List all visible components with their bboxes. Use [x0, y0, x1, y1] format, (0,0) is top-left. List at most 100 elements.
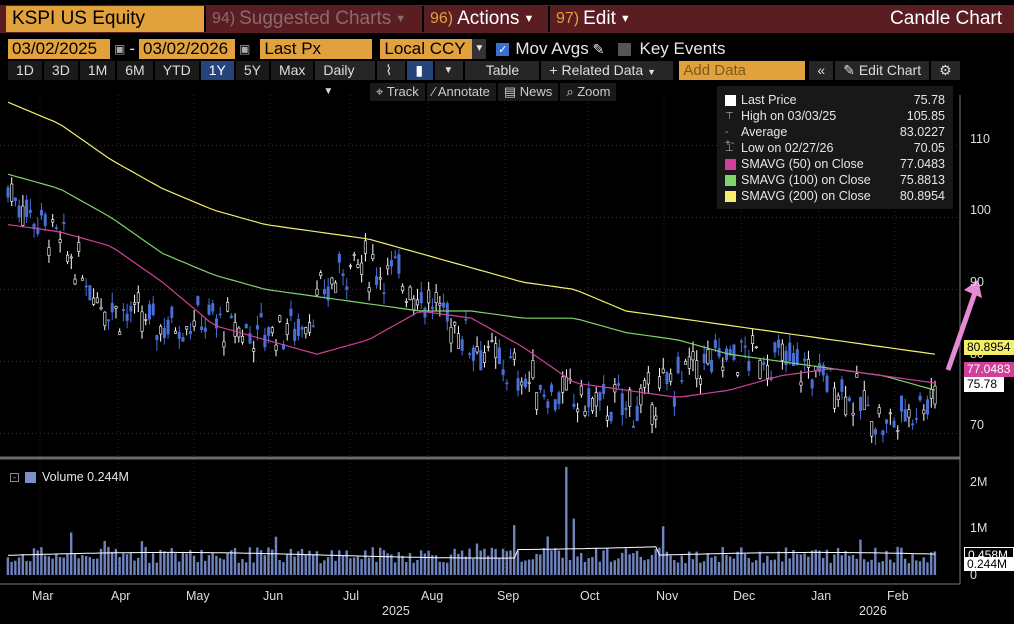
volume-bar — [25, 560, 28, 575]
period-button-1d[interactable]: 1D — [8, 61, 42, 80]
candle-body — [114, 306, 118, 309]
period-button-ytd[interactable]: YTD — [154, 61, 199, 80]
volume-bar — [293, 556, 296, 575]
pencil-icon[interactable]: ✎ — [592, 40, 605, 57]
calendar-icon[interactable]: ▣ — [239, 42, 251, 56]
candle-body — [832, 387, 836, 409]
ticker-field[interactable]: KSPI US Equity — [6, 6, 204, 32]
volume-bar — [282, 562, 285, 575]
legend-row[interactable]: -+- Average 83.0227 — [725, 124, 945, 149]
volume-bar — [553, 548, 557, 575]
candle-body — [918, 395, 922, 401]
candle-body — [200, 326, 204, 330]
mov-avgs-label: Mov Avgs — [515, 39, 589, 58]
candle-body — [218, 313, 222, 316]
year-label: 2026 — [859, 604, 887, 618]
candle-body — [579, 385, 583, 396]
collapse-icon[interactable]: - — [10, 472, 19, 482]
candle-body — [639, 387, 643, 406]
field-select[interactable]: Last Px — [260, 39, 373, 59]
volume-bar — [866, 561, 870, 575]
candle-body — [77, 242, 81, 252]
volume-bar — [457, 553, 460, 575]
start-date-input[interactable]: 03/02/2025 — [8, 39, 110, 59]
line-chart-icon[interactable]: ⌇ — [377, 61, 406, 80]
candle-body — [803, 358, 807, 362]
volume-legend[interactable]: - Volume 0.244M — [10, 470, 129, 484]
candle-body — [408, 286, 412, 301]
edit-chart-label: Edit Chart — [858, 62, 922, 78]
annotate-button[interactable]: ∕ Annotate — [426, 83, 496, 101]
period-button-3d[interactable]: 3D — [43, 61, 78, 80]
chevron-down-icon[interactable]: ▼ — [435, 61, 464, 80]
volume-bar — [758, 551, 762, 575]
candle-body — [360, 262, 364, 275]
currency-select[interactable]: Local CCY — [380, 39, 473, 59]
legend-row[interactable]: ⊤ High on 03/03/25 105.85 — [725, 108, 945, 124]
zoom-button[interactable]: ⌕ Zoom — [560, 83, 617, 101]
period-button-1y[interactable]: 1Y — [200, 61, 234, 80]
volume-bar — [96, 558, 99, 575]
actions-label: Actions — [457, 8, 520, 29]
candle-body — [129, 305, 133, 312]
track-button[interactable]: ⌖ Track — [370, 83, 425, 101]
period-button-1m[interactable]: 1M — [79, 61, 116, 80]
period-button-5y[interactable]: 5Y — [235, 61, 269, 80]
related-data-button[interactable]: + Related Data ▼ — [541, 61, 674, 80]
date-separator: - — [129, 39, 136, 58]
sma-line — [7, 173, 936, 391]
news-button[interactable]: ▤ News — [497, 83, 559, 101]
month-label: Jul — [343, 589, 359, 603]
candle-chart-icon[interactable]: ▮ — [407, 61, 434, 80]
legend-row[interactable]: SMAVG (200) on Close 80.8954 — [725, 188, 945, 204]
volume-bar — [151, 553, 155, 575]
mov-avgs-checkbox[interactable]: ✓ — [496, 42, 510, 56]
volume-bar — [565, 466, 568, 575]
candle-body — [226, 301, 230, 312]
legend-row[interactable]: SMAVG (100) on Close 75.8813 — [725, 172, 945, 188]
chart-legend[interactable]: Last Price 75.78 ⊤ High on 03/03/25 105.85 -+… — [717, 86, 953, 209]
candle-body — [505, 382, 509, 385]
volume-bar — [263, 555, 266, 575]
legend-row[interactable]: Last Price 75.78 — [725, 92, 945, 108]
edit-button[interactable]: 97) Edit ▼ — [548, 6, 636, 32]
period-button-max[interactable]: Max — [270, 61, 314, 80]
candle-body — [25, 199, 29, 217]
candle-body — [151, 303, 155, 315]
sma-line — [7, 224, 936, 398]
frequency-select[interactable]: Daily ▼ — [315, 61, 376, 97]
candle-body — [851, 412, 855, 416]
candle-body — [423, 307, 427, 318]
candle-body — [233, 322, 237, 337]
edit-chart-button[interactable]: ✎ Edit Chart — [835, 61, 930, 80]
volume-bar — [714, 556, 717, 575]
table-button[interactable]: Table — [465, 61, 540, 80]
end-date-input[interactable]: 03/02/2026 — [139, 39, 236, 59]
gear-icon[interactable]: ⚙ — [931, 61, 960, 80]
volume-bar — [598, 561, 602, 575]
candle-body — [784, 350, 788, 366]
candle-body — [107, 319, 111, 322]
annotation-arrow — [945, 283, 981, 371]
period-button-6m[interactable]: 6M — [117, 61, 153, 80]
add-data-input[interactable]: Add Data — [679, 61, 806, 80]
candle-body — [285, 323, 289, 335]
suggested-charts-button[interactable]: 94) Suggested Charts ▼ — [204, 6, 422, 32]
volume-bar — [99, 548, 103, 575]
volume-bar — [204, 560, 207, 575]
collapse-icon[interactable]: « — [809, 61, 834, 80]
volume-bar — [390, 554, 393, 575]
candle-body — [870, 421, 874, 437]
actions-button[interactable]: 96) Actions ▼ — [422, 6, 548, 32]
legend-row[interactable]: ⊥ Low on 02/27/26 70.05 — [725, 140, 945, 156]
chevron-down-icon[interactable]: ▼ — [472, 39, 487, 59]
calendar-icon[interactable]: ▣ — [114, 42, 126, 56]
legend-value: 75.8813 — [899, 173, 945, 187]
candle-body — [475, 346, 479, 353]
legend-row[interactable]: SMAVG (50) on Close 77.0483 — [725, 156, 945, 172]
volume-bar — [643, 560, 646, 575]
candle-body — [609, 411, 613, 422]
key-events-checkbox[interactable] — [618, 42, 632, 56]
volume-bar — [546, 536, 549, 575]
